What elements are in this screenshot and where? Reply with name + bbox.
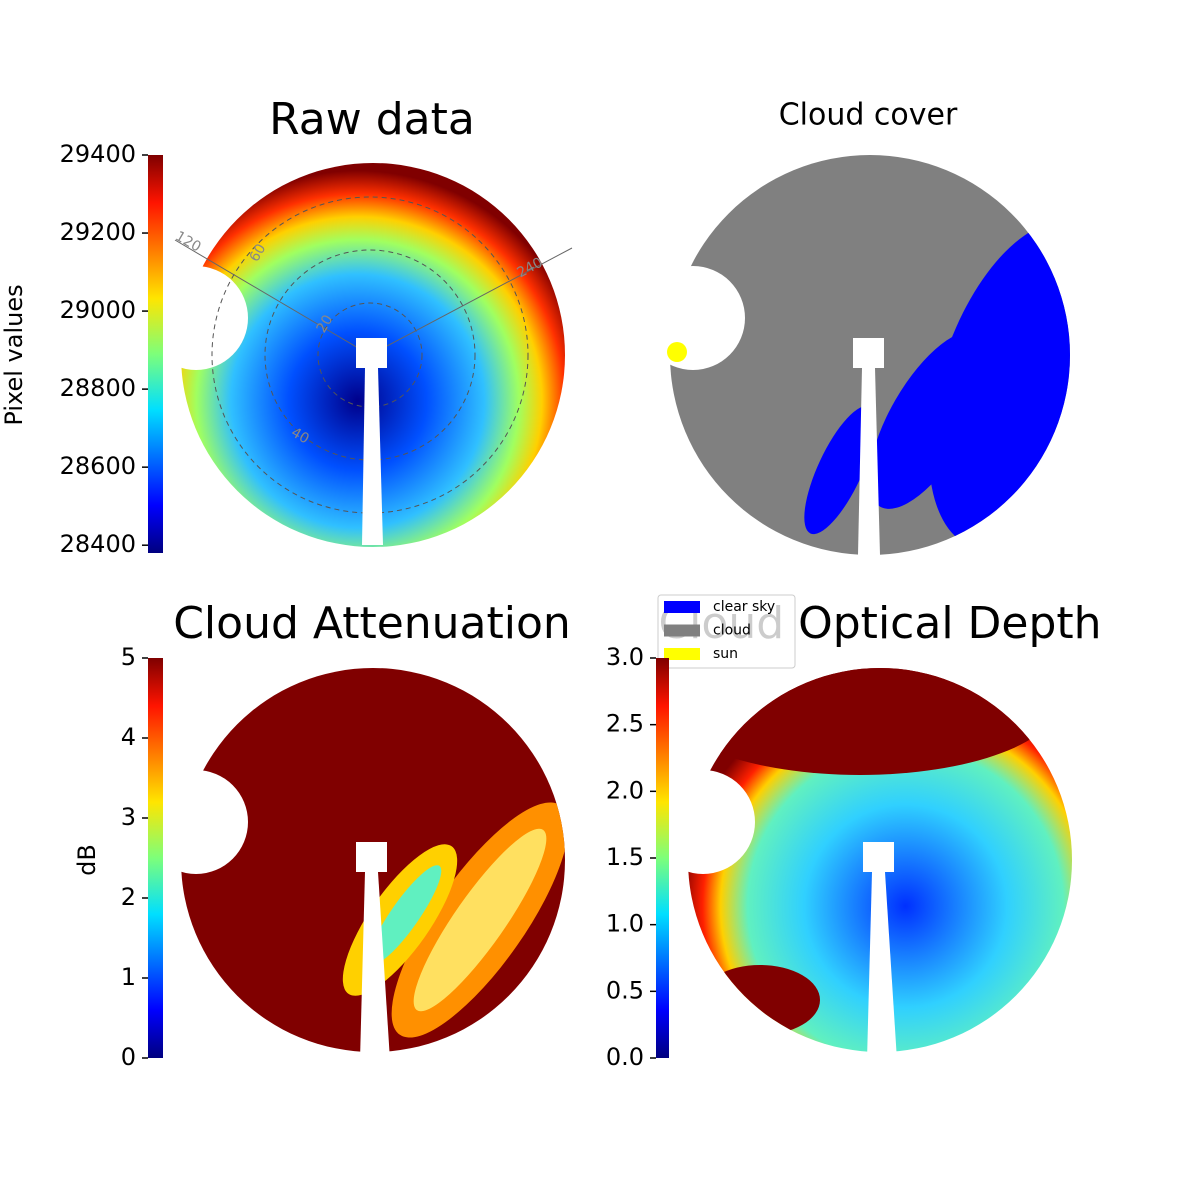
legend-label: sun — [713, 646, 738, 662]
colorbar-tick-label: 3 — [121, 803, 136, 831]
colorbar-tick-label: 1.5 — [606, 843, 644, 871]
colorbar-label: dB — [73, 844, 101, 876]
polar-grid-label: 20 — [314, 312, 337, 335]
colorbar-tick-label: 28600 — [60, 452, 136, 480]
panel-title: Raw data — [269, 94, 475, 145]
colorbar-tick-label: 5 — [121, 643, 136, 671]
colorbar-tick-label: 29000 — [60, 296, 136, 324]
polar-grid-label: 40 — [288, 425, 311, 448]
colorbar-tick-label: 0.0 — [606, 1043, 644, 1071]
colorbar-tick-label: 2.5 — [606, 710, 644, 738]
colorbar-tick-label: 2.0 — [606, 776, 644, 804]
attenuation-image — [144, 668, 565, 1060]
legend-patch — [664, 648, 700, 660]
colorbar-tick-label: 0.5 — [606, 976, 644, 1004]
legend-label: clear sky — [713, 599, 775, 615]
colorbar-tick-label: 0 — [121, 1043, 136, 1071]
sun-marker — [667, 342, 687, 362]
colorbar-tick-label: 28800 — [60, 374, 136, 402]
legend-patch — [664, 601, 700, 613]
colorbar-tick-label: 2 — [121, 883, 136, 911]
colorbar — [148, 155, 163, 553]
colorbar — [656, 658, 669, 1058]
polar-grid-label: 120 — [172, 228, 203, 255]
colorbar-tick-label: 4 — [121, 723, 136, 751]
cloud-cover-image — [641, 155, 1070, 555]
panel-title: Cloud cover — [779, 98, 958, 133]
colorbar-tick-label: 3.0 — [606, 643, 644, 671]
optical-depth-image — [651, 668, 1072, 1060]
panel-title: Cloud Attenuation — [173, 598, 571, 649]
colorbar-tick-label: 29200 — [60, 218, 136, 246]
legend-label: cloud — [713, 623, 751, 639]
raw-image — [144, 163, 573, 547]
colorbar-tick-label: 1.0 — [606, 910, 644, 938]
colorbar-tick-label: 29400 — [60, 140, 136, 168]
legend-patch — [664, 624, 700, 637]
colorbar-label: Pixel values — [0, 284, 28, 425]
polar-grid-label: 60 — [247, 241, 270, 264]
colorbar-tick-label: 28400 — [60, 530, 136, 558]
colorbar-tick-label: 1 — [121, 963, 136, 991]
colorbar — [148, 658, 163, 1058]
